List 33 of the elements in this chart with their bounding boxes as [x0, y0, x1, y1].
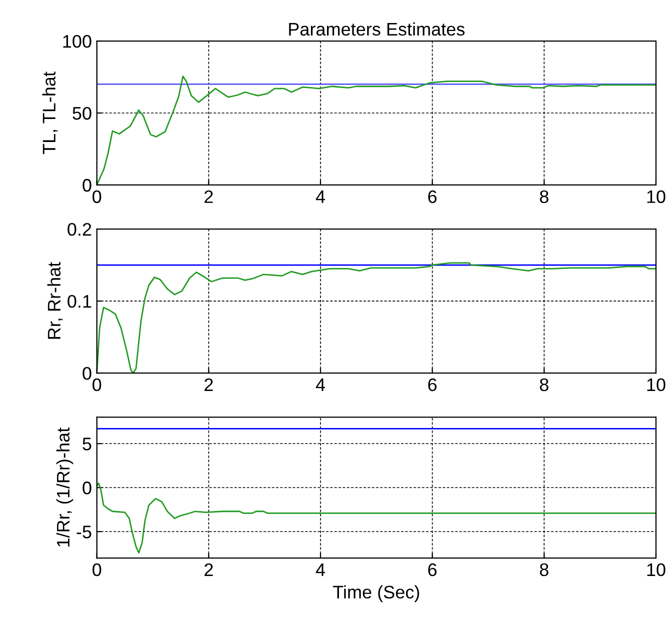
x-tick-label: 4: [316, 564, 325, 576]
x-tick-label: 2: [204, 563, 213, 576]
x-tick-label: 4: [316, 190, 325, 203]
y-axis-title: TL, TL-hat: [42, 72, 58, 154]
line-series: [96, 482, 656, 554]
y-axis-title: Rr, Rr-hat: [47, 262, 63, 339]
x-tick-label: 10: [647, 378, 666, 392]
y-tick-label: -5: [76, 526, 92, 538]
x-tick-label: 10: [647, 563, 666, 576]
y-tick-label: 0: [82, 178, 92, 192]
x-tick-label: 0: [92, 190, 102, 204]
x-tick-label: 6: [428, 563, 437, 576]
x-tick-label: 2: [204, 378, 213, 391]
y-tick-label: 100: [63, 34, 92, 48]
y-tick-label: 5: [82, 438, 92, 450]
x-tick-label: 0: [92, 378, 102, 392]
y-tick-label: 0.1: [68, 294, 92, 308]
x-tick-label: 0: [92, 563, 102, 576]
x-tick-label: 8: [540, 378, 548, 392]
x-tick-label: 6: [428, 190, 437, 204]
x-axis-title: Time (Sec): [333, 585, 420, 602]
x-tick-label: 4: [316, 378, 325, 391]
x-tick-label: 6: [428, 378, 437, 392]
x-tick-label: 8: [540, 190, 548, 204]
y-tick-label: 0: [82, 482, 92, 494]
x-tick-label: 2: [204, 190, 213, 203]
y-tick-label: 0.2: [68, 223, 92, 236]
x-tick-label: 8: [540, 563, 548, 576]
y-tick-label: 0: [82, 366, 92, 380]
y-tick-label: 50: [72, 106, 92, 120]
y-axis-title: 1/Rr, (1/Rr)-hat: [56, 428, 74, 546]
x-tick-label: 10: [647, 190, 666, 204]
chart-title: Parameters Estimates: [289, 22, 465, 36]
